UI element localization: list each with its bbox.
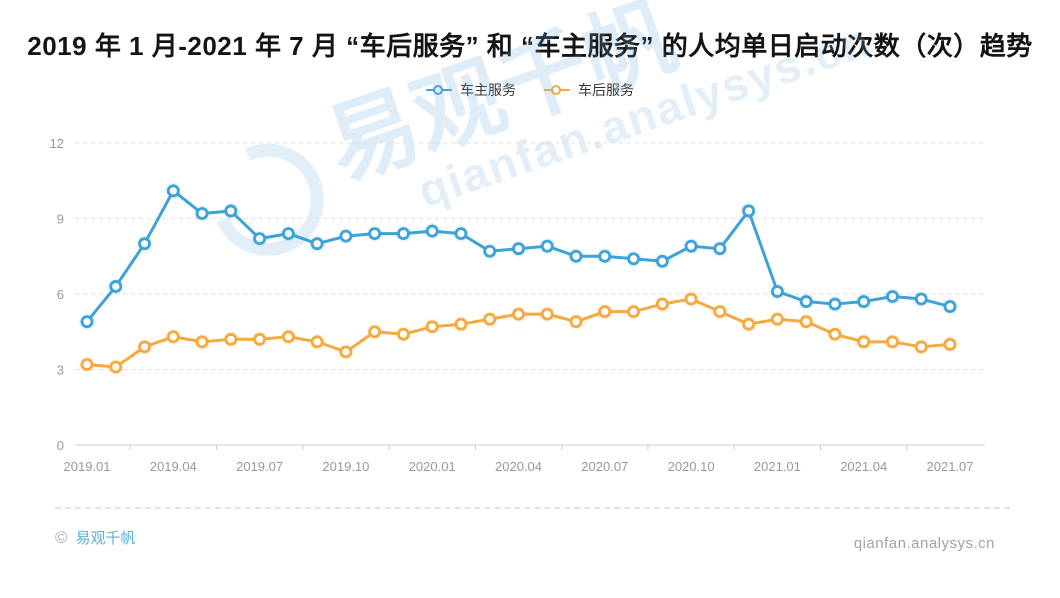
footer-brand: © 易观千帆 xyxy=(55,527,136,548)
svg-text:2020.04: 2020.04 xyxy=(495,459,542,474)
copyright-icon: © xyxy=(55,528,68,547)
legend-item-aftermarket-service[interactable]: 车后服务 xyxy=(544,80,634,100)
svg-text:6: 6 xyxy=(57,287,64,302)
legend: 车主服务 车后服务 xyxy=(0,80,1060,100)
svg-text:2021.04: 2021.04 xyxy=(840,459,887,474)
svg-text:2019.01: 2019.01 xyxy=(64,459,111,474)
footer-divider xyxy=(55,507,1010,509)
svg-text:0: 0 xyxy=(57,438,64,453)
svg-text:2021.01: 2021.01 xyxy=(754,459,801,474)
footer-site-url: qianfan.analysys.cn xyxy=(853,535,995,552)
legend-label: 车后服务 xyxy=(578,82,634,98)
svg-text:2019.04: 2019.04 xyxy=(150,459,197,474)
svg-text:2019.07: 2019.07 xyxy=(236,459,283,474)
svg-text:3: 3 xyxy=(57,363,64,378)
svg-text:12: 12 xyxy=(50,136,64,151)
svg-text:2020.07: 2020.07 xyxy=(581,459,628,474)
chart-title: 2019 年 1 月-2021 年 7 月 “车后服务” 和 “车主服务” 的人… xyxy=(27,31,1033,61)
svg-text:9: 9 xyxy=(57,212,64,227)
svg-text:2020.01: 2020.01 xyxy=(409,459,456,474)
legend-item-owner-service[interactable]: 车主服务 xyxy=(426,80,516,100)
svg-text:2021.07: 2021.07 xyxy=(927,459,974,474)
footer-brand-label: 易观千帆 xyxy=(75,530,136,547)
svg-text:2020.10: 2020.10 xyxy=(668,459,715,474)
legend-label: 车主服务 xyxy=(460,82,516,98)
line-marker-icon xyxy=(426,85,452,95)
svg-text:2019.10: 2019.10 xyxy=(322,459,369,474)
line-marker-icon xyxy=(544,85,570,95)
